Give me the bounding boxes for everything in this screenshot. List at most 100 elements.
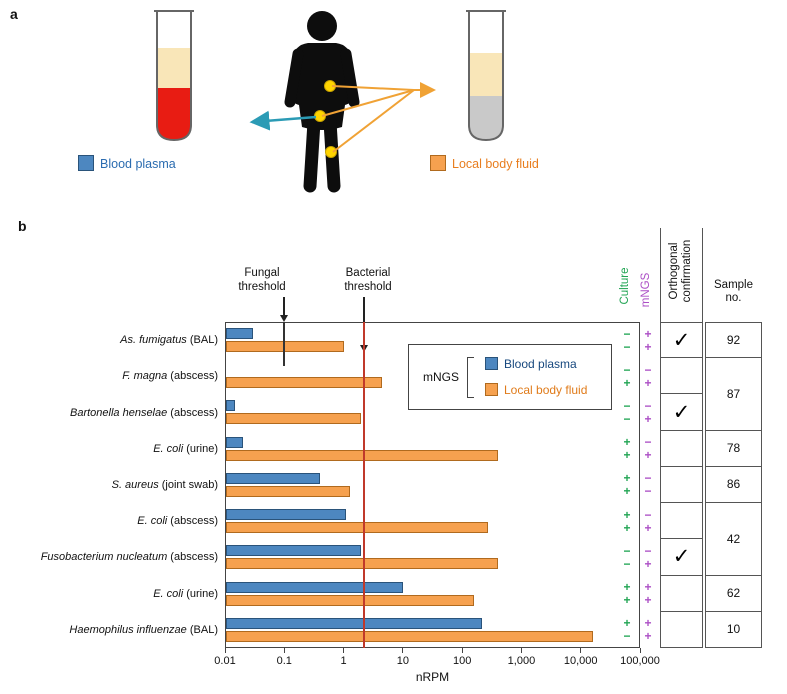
x-axis-tick-label: 100 [452,655,472,667]
mngs-result-plasma: − [644,362,652,377]
mngs-result-plasma: + [644,616,652,631]
legend-fluid-swatch [485,383,498,396]
panel-b-label: b [18,218,27,234]
culture-result-plasma: − [623,398,631,413]
row-label: Fusobacterium nucleatum (abscess) [40,551,218,564]
mngs-result-plasma: − [644,507,652,522]
bar-local-fluid [226,413,362,425]
orthogonal-confirmation-cell [660,430,703,467]
bar-local-fluid [226,377,383,389]
culture-result-fluid: − [623,629,631,644]
row-label: E. coli (urine) [153,587,218,600]
mngs-column-header: mNGS [640,272,652,308]
orthogonal-confirmation-cell [660,466,703,504]
fungal-threshold-label: Fungal threshold [238,267,286,294]
bar-local-fluid [226,558,498,570]
bar-blood-plasma [226,617,482,629]
sample-count-cell: 92 [705,322,762,359]
bar-local-fluid [226,522,488,534]
bar-blood-plasma [226,328,254,339]
bar-blood-plasma [226,400,236,412]
culture-result-fluid: + [623,448,631,463]
culture-result-fluid: − [623,556,631,571]
legend-plasma-swatch [485,357,498,370]
x-axis-label: nRPM [415,670,450,684]
sample-count-cell: 87 [705,358,762,431]
culture-result-plasma: + [623,616,631,631]
fungal-threshold-line [283,322,286,366]
mngs-result-fluid: + [644,411,652,426]
orthogonal-confirmation-cell: ✓ [660,322,703,359]
x-axis-tick [639,648,641,653]
mngs-result-plasma: − [644,543,652,558]
orthogonal-confirmation-cell [660,358,703,395]
tube-outline [468,11,504,142]
bacterial-threshold-line [362,322,365,648]
x-axis-tick [402,648,404,653]
x-axis-tick-label: 10 [396,655,409,667]
row-label: S. aureus (joint swab) [111,478,218,491]
culture-result-plasma: + [623,435,631,450]
x-axis-tick [461,648,463,653]
local-fluid-legend-label: Local body fluid [452,157,539,171]
sample-count-cell: 42 [705,503,762,576]
mngs-result-fluid: + [644,375,652,390]
culture-result-plasma: − [623,326,631,341]
fungal-threshold-arrowhead [280,315,288,322]
bar-local-fluid [226,485,351,497]
plot-area [225,322,640,648]
human-silhouette [284,11,360,193]
plasma-layer [157,48,191,88]
local-body-fluid-tube [466,10,506,142]
sample-count-cell: 10 [705,611,762,648]
mngs-result-fluid: + [644,339,652,354]
mngs-result-fluid: + [644,556,652,571]
culture-result-fluid: + [623,520,631,535]
bar-blood-plasma [226,509,347,521]
chart-legend-box: mNGS Blood plasma Local body fluid [408,344,612,410]
bar-local-fluid [226,594,475,606]
culture-result-plasma: + [623,507,631,522]
bar-blood-plasma [226,545,362,557]
sample-count-cell: 62 [705,575,762,612]
sample-site-dot [314,110,326,122]
x-axis-tick-label: 10,000 [563,655,598,667]
culture-result-plasma: − [623,362,631,377]
orthogonal-confirmation-cell: ✓ [660,394,703,431]
mngs-result-fluid: − [644,484,652,499]
bar-blood-plasma [226,472,320,484]
mngs-result-fluid: + [644,520,652,535]
silhouette-head [307,11,337,41]
legend-fluid-label: Local body fluid [504,383,588,397]
fluid-sediment-layer [469,96,503,140]
mngs-result-plasma: + [644,326,652,341]
x-axis-tick [580,648,582,653]
culture-result-fluid: + [623,484,631,499]
blood-plasma-tube [154,10,194,142]
culture-column-header: Culture [619,267,631,305]
sample-count-cell: 78 [705,430,762,467]
orthogonal-confirmation-cell [660,611,703,648]
bacterial-threshold-arrow [363,297,365,346]
sample-count-cell: 86 [705,466,762,504]
panel-a-label: a [10,6,18,22]
x-axis-tick-label: 0.01 [214,655,236,667]
bar-blood-plasma [226,581,403,593]
row-label: E. coli (urine) [153,442,218,455]
row-label: As. fumigatus (BAL) [120,334,218,347]
culture-result-plasma: − [623,543,631,558]
orthogonal-confirmation-cell: ✓ [660,539,703,576]
orthogonal-confirmation-cell [660,575,703,612]
local-fluid-swatch [430,155,446,171]
sample-site-dot [324,80,336,92]
x-axis-tick-label: 1,000 [507,655,536,667]
mngs-result-plasma: − [644,398,652,413]
bacterial-threshold-label: Bacterial threshold [344,267,392,294]
mngs-result-fluid: + [644,593,652,608]
bar-blood-plasma [226,436,243,448]
culture-result-fluid: + [623,375,631,390]
blood-plasma-swatch [78,155,94,171]
fungal-threshold-arrow [283,297,285,316]
orthogonal-confirmation-header: Orthogonal confirmation [668,239,694,303]
